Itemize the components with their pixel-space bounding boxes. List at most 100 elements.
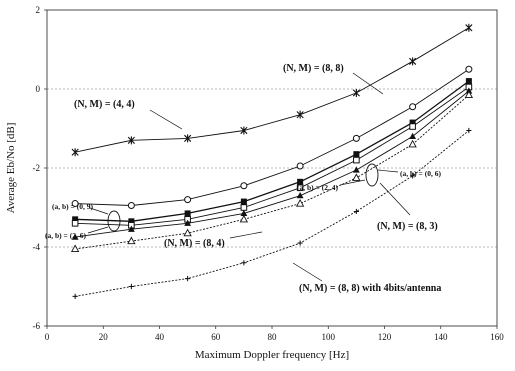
series-0-point-4 [296,110,304,119]
series-1-point-0 [71,200,79,208]
leader-nm83 [379,182,411,216]
series-4-point-5 [352,166,360,173]
annotation-nm83: (N, M) = (8, 3) [377,221,438,232]
x-tick-label-1: 20 [99,332,109,342]
series-5-point-1 [127,236,136,245]
annotation-ab24: (a, b) = (2, 4) [297,183,338,192]
annotation-nm88b: (N, M) = (8, 8) with 4bits/antenna [299,283,441,294]
series-3-point-3 [240,204,248,211]
series-3-point-0 [71,220,79,227]
series-1 [71,65,473,210]
series-1-point-4 [296,162,304,170]
annotation-ab26: (a, b) = (2, 6) [45,231,86,240]
series-1-point-2 [184,196,192,204]
series-6-point-0 [72,293,78,299]
series-2-line [75,80,470,222]
series-0-line [75,27,470,153]
series-0-point-7 [465,23,473,32]
y-tick-label-3: 0 [36,84,41,94]
series-2-point-2 [184,210,191,217]
series-1-line [75,68,470,206]
annotation-ab09: (a, b) = (0, 9) [52,202,93,211]
series-5-point-0 [70,244,80,253]
series-4-point-2 [184,219,192,226]
series-2-point-4 [297,178,304,185]
leader-nm44 [149,109,183,130]
series-0-point-3 [240,126,248,135]
series-2-point-1 [128,218,135,225]
series-4-point-0 [71,233,79,240]
series-4-point-1 [127,225,135,232]
leader-nm88b [292,262,323,282]
series-layer [70,23,474,299]
series-1-point-5 [352,134,360,142]
annotation-nm84: (N, M) = (8, 4) [164,238,225,249]
x-tick-label-8: 160 [490,332,504,342]
series-6-point-6 [410,173,416,179]
series-2-point-7 [465,78,472,85]
series-4-point-3 [240,209,248,217]
gridlines [47,88,497,248]
annotation-nm88: (N, M) = (8, 8) [283,63,344,74]
y-tick-label-2: -2 [33,163,41,173]
x-tick-label-7: 140 [434,332,448,342]
series-1-point-6 [409,103,417,111]
series-6-point-4 [297,240,303,246]
series-3-line [75,86,470,226]
series-6-line [75,130,470,297]
series-2-point-3 [240,198,247,205]
series-0 [71,23,473,157]
series-1-point-7 [465,65,473,73]
series-3 [71,83,473,229]
series-1-point-1 [127,202,135,210]
series-5-point-3 [239,214,249,223]
series-0-point-2 [184,134,192,143]
y-tick-label-4: 2 [36,5,41,15]
series-0-point-1 [127,136,135,145]
x-tick-label-0: 0 [45,332,50,342]
series-5-point-4 [295,199,305,207]
leader-ab09 [89,207,109,215]
series-3-point-4 [296,184,304,192]
series-1-point-3 [240,182,248,190]
x-tick-labels: 0 20 40 60 80 100 120 140 160 [45,326,504,342]
series-5-point-6 [408,139,417,148]
leader-ab06 [377,169,399,173]
series-0-point-6 [409,57,417,66]
y-tick-labels: -6 -4 -2 0 2 [33,5,47,331]
ellipse-group-left [107,210,121,232]
series-5-point-7 [464,90,474,98]
series-2-point-0 [72,216,79,223]
series-4-point-4 [296,192,304,199]
leader-ab24 [339,179,366,186]
ellipse-group-right [365,163,379,187]
x-axis-label: Maximum Doppler frequency [Hz] [195,349,349,361]
y-tick-label-1: -4 [33,242,41,252]
series-2-point-6 [409,119,416,126]
series-5-point-5 [352,173,361,181]
series-6 [72,127,472,299]
leader-ab26 [87,226,109,234]
x-tick-label-5: 100 [322,332,336,342]
leader-nm88 [352,72,384,95]
series-6-point-3 [241,260,247,266]
series-5-line [75,94,470,250]
series-2 [72,78,472,225]
series-3-point-6 [409,123,416,130]
y-axis-label: Average Eb/No [dB] [5,123,17,214]
annotation-ab06: (a, b) = (0, 6) [400,169,441,178]
series-6-point-7 [466,127,472,134]
x-tick-label-6: 120 [378,332,392,342]
series-0-point-5 [352,88,360,97]
series-6-point-5 [353,208,359,215]
series-2-point-5 [353,151,360,158]
series-4-point-6 [409,132,417,139]
series-0-point-0 [71,148,79,157]
series-4-line [75,90,470,238]
x-tick-label-4: 80 [268,332,278,342]
x-tick-label-2: 40 [155,332,165,342]
y-tick-label-0: -6 [33,321,41,331]
series-3-point-5 [353,156,360,164]
series-5 [70,90,474,253]
